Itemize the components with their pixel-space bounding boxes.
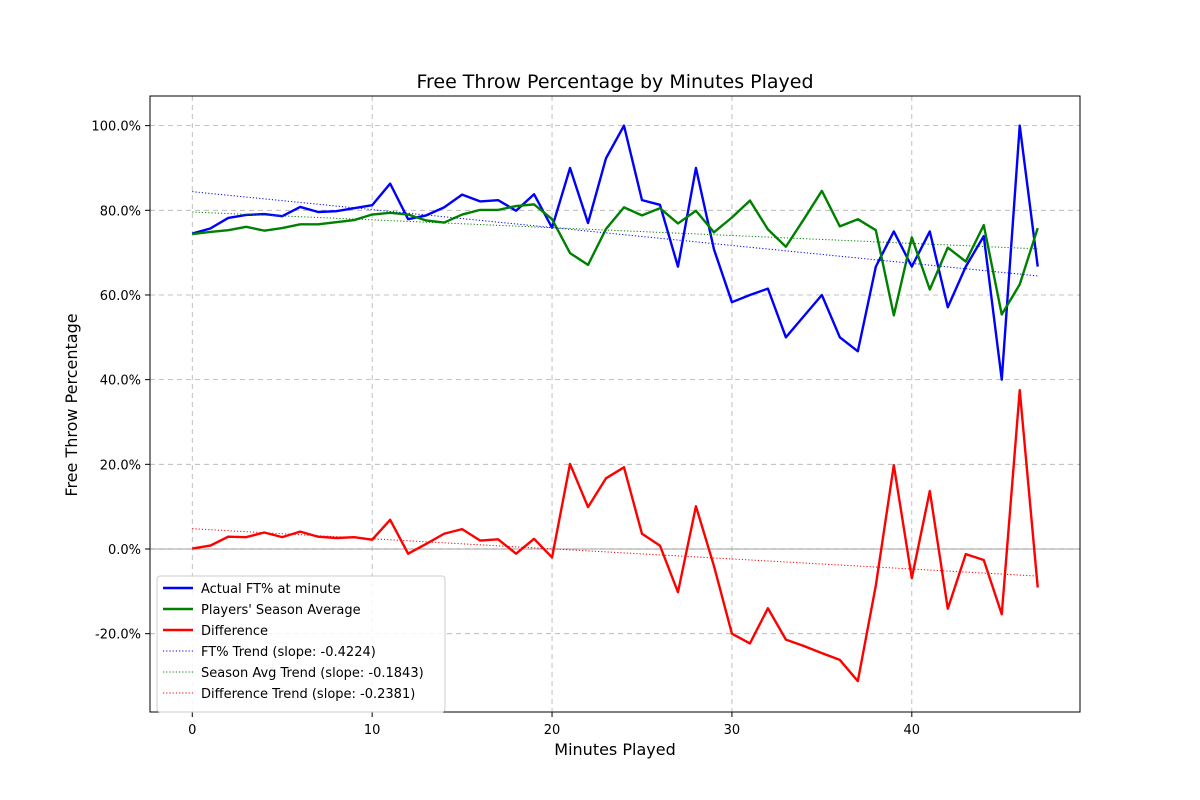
y-tick-label: 80.0%	[100, 204, 141, 219]
series-line-actual-ft-at-minute	[191, 124, 1039, 381]
legend-label: FT% Trend (slope: -0.4224)	[201, 645, 376, 660]
x-tick-label: 40	[904, 723, 921, 738]
x-axis-label: Minutes Played	[554, 740, 675, 759]
series-line-difference	[192, 389, 1039, 683]
legend-label: Difference	[201, 624, 268, 639]
y-tick-label: 0.0%	[108, 543, 141, 558]
legend-label: Players' Season Average	[201, 603, 361, 618]
y-axis-label: Free Throw Percentage	[62, 313, 81, 496]
series-line-season-avg-trend-slope-0-1843	[192, 211, 1038, 250]
chart-title: Free Throw Percentage by Minutes Played	[416, 71, 813, 93]
y-tick-label: 100.0%	[91, 120, 141, 135]
legend-label: Season Avg Trend (slope: -0.1843)	[201, 666, 424, 681]
series-line-difference-trend-slope-0-2381	[192, 528, 1038, 577]
y-tick-label: 20.0%	[100, 458, 141, 473]
x-tick-label: 30	[724, 723, 741, 738]
series-line-players-season-average	[192, 189, 1039, 317]
series-line-ft-trend-slope-0-4224	[192, 191, 1038, 277]
legend: Actual FT% at minute Players' Season Aver…	[156, 575, 446, 713]
axis-ticks: 0 10 20 30 40 -20.0% 0.0% 20.0% 40.0% 60.0% 80.0% 1…	[91, 120, 920, 738]
x-tick-label: 0	[188, 723, 196, 738]
legend-box	[156, 575, 446, 713]
series-lines	[191, 124, 1039, 683]
y-tick-label: 40.0%	[100, 374, 141, 389]
y-tick-label: -20.0%	[95, 628, 141, 643]
x-tick-label: 20	[544, 723, 561, 738]
x-tick-label: 10	[364, 723, 381, 738]
legend-label: Actual FT% at minute	[201, 582, 341, 597]
legend-label: Difference Trend (slope: -0.2381)	[201, 687, 415, 702]
plot-frame	[149, 95, 1081, 713]
y-tick-label: 60.0%	[100, 289, 141, 304]
